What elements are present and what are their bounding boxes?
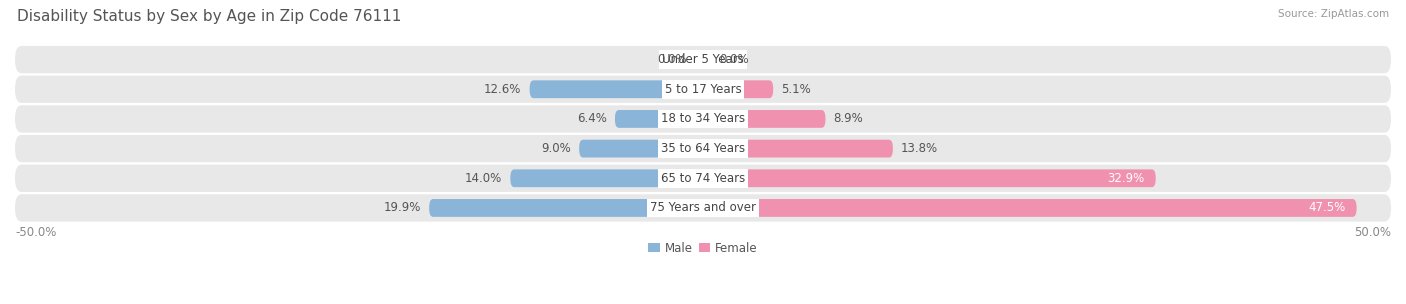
FancyBboxPatch shape: [579, 140, 703, 157]
FancyBboxPatch shape: [703, 169, 1156, 187]
Text: 13.8%: 13.8%: [901, 142, 938, 155]
Text: 50.0%: 50.0%: [1354, 226, 1391, 239]
FancyBboxPatch shape: [15, 165, 1391, 192]
Text: 9.0%: 9.0%: [541, 142, 571, 155]
Text: 19.9%: 19.9%: [384, 202, 420, 214]
Text: Disability Status by Sex by Age in Zip Code 76111: Disability Status by Sex by Age in Zip C…: [17, 9, 401, 24]
FancyBboxPatch shape: [614, 110, 703, 128]
Text: 12.6%: 12.6%: [484, 83, 522, 96]
Text: 5.1%: 5.1%: [782, 83, 811, 96]
Legend: Male, Female: Male, Female: [644, 237, 762, 260]
Text: 35 to 64 Years: 35 to 64 Years: [661, 142, 745, 155]
FancyBboxPatch shape: [703, 80, 773, 98]
Text: 75 Years and over: 75 Years and over: [650, 202, 756, 214]
FancyBboxPatch shape: [510, 169, 703, 187]
Text: 47.5%: 47.5%: [1309, 202, 1346, 214]
Text: Source: ZipAtlas.com: Source: ZipAtlas.com: [1278, 9, 1389, 19]
FancyBboxPatch shape: [15, 105, 1391, 133]
Text: -50.0%: -50.0%: [15, 226, 56, 239]
Text: 32.9%: 32.9%: [1108, 172, 1144, 185]
Text: Under 5 Years: Under 5 Years: [662, 53, 744, 66]
FancyBboxPatch shape: [15, 46, 1391, 73]
FancyBboxPatch shape: [429, 199, 703, 217]
Text: 65 to 74 Years: 65 to 74 Years: [661, 172, 745, 185]
Text: 8.9%: 8.9%: [834, 112, 863, 126]
FancyBboxPatch shape: [15, 194, 1391, 222]
Text: 0.0%: 0.0%: [657, 53, 686, 66]
Text: 6.4%: 6.4%: [576, 112, 606, 126]
FancyBboxPatch shape: [703, 140, 893, 157]
FancyBboxPatch shape: [703, 110, 825, 128]
FancyBboxPatch shape: [15, 135, 1391, 162]
Text: 14.0%: 14.0%: [465, 172, 502, 185]
FancyBboxPatch shape: [15, 76, 1391, 103]
Text: 18 to 34 Years: 18 to 34 Years: [661, 112, 745, 126]
Text: 5 to 17 Years: 5 to 17 Years: [665, 83, 741, 96]
FancyBboxPatch shape: [530, 80, 703, 98]
FancyBboxPatch shape: [703, 199, 1357, 217]
Text: 0.0%: 0.0%: [720, 53, 749, 66]
